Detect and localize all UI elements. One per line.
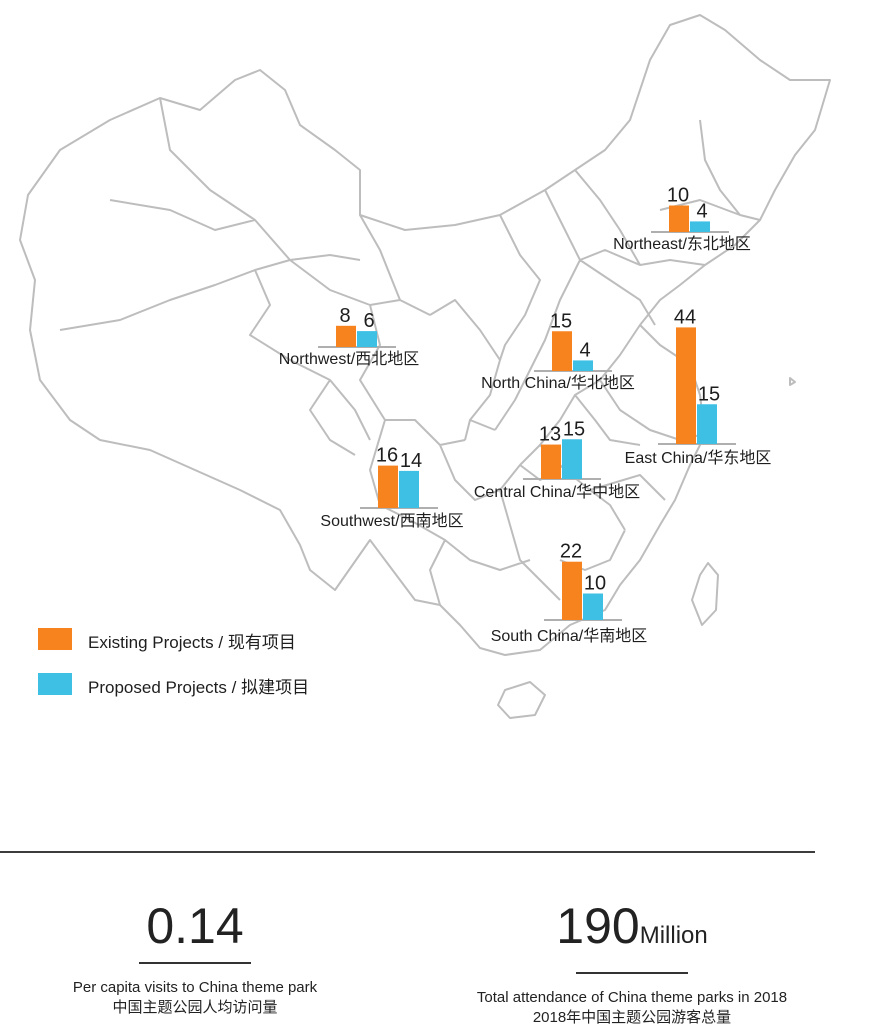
china-map: 10 4 Northeast/东北地区 8 6 Northwest/西北地区 15 4 Nort… <box>19 14 831 719</box>
stat-per-capita-caption-en: Per capita visits to China theme park <box>72 979 318 996</box>
map-outlines <box>19 14 831 719</box>
bar-group-0: 10 4 Northeast/东北地区 <box>613 185 751 254</box>
region-label: Northwest/西北地区 <box>279 350 419 368</box>
bar-value-label: 10 <box>667 185 689 207</box>
taiwan-outline <box>691 562 719 626</box>
bar-value-label: 4 <box>579 339 590 361</box>
bar-proposed <box>690 221 710 232</box>
stat-total-unit: Million <box>639 922 708 949</box>
bar-value-label: 4 <box>696 200 707 222</box>
bar-value-label: 8 <box>339 305 350 327</box>
bar-existing <box>562 561 582 620</box>
bar-proposed <box>583 593 603 620</box>
bar-value-label: 10 <box>584 573 606 595</box>
bar-group-3: 44 15 East China/华东地区 <box>625 306 772 467</box>
bar-existing <box>669 205 689 232</box>
stat-per-capita: 0.14 Per capita visits to China theme pa… <box>40 898 350 1018</box>
bar-group-4: 16 14 Southwest/西南地区 <box>320 445 463 530</box>
bar-existing <box>552 331 572 371</box>
bar-proposed <box>697 404 717 444</box>
section-divider <box>0 851 815 853</box>
china-outline <box>19 14 831 656</box>
legend-label-proposed: Proposed Projects / 拟建项目 <box>88 678 310 697</box>
legend-label-existing: Existing Projects / 现有项目 <box>88 633 296 652</box>
bar-value-label: 16 <box>376 445 398 467</box>
region-label: Central China/华中地区 <box>474 483 640 501</box>
region-label: East China/华东地区 <box>625 449 772 467</box>
bar-proposed <box>399 470 419 508</box>
stat-per-capita-rule <box>139 962 251 964</box>
bar-proposed <box>357 331 377 347</box>
bar-value-label: 22 <box>560 541 582 563</box>
legend-swatch-proposed <box>38 673 72 695</box>
bar-group-1: 8 6 Northwest/西北地区 <box>279 305 419 368</box>
bar-group-2: 15 4 North China/华北地区 <box>481 310 635 392</box>
region-label: Northeast/东北地区 <box>613 235 751 253</box>
region-label: Southwest/西南地区 <box>320 512 463 530</box>
bar-groups: 10 4 Northeast/东北地区 8 6 Northwest/西北地区 15 4 Nort… <box>279 185 772 646</box>
stat-total-rule <box>576 972 688 974</box>
stat-total-caption-cn: 2018年中国主题公园游客总量 <box>532 1009 732 1026</box>
stat-total-value: 190 <box>556 898 640 954</box>
stat-total-caption-en: Total attendance of China theme parks in… <box>476 989 788 1006</box>
bar-value-label: 15 <box>698 383 720 405</box>
stat-total-attendance: 190Million Total attendance of China the… <box>432 898 832 1028</box>
bar-group-5: 13 15 Central China/华中地区 <box>474 418 640 501</box>
bar-existing <box>378 465 398 508</box>
province-lines <box>59 97 761 606</box>
region-label: South China/华南地区 <box>491 627 648 645</box>
bar-value-label: 6 <box>363 310 374 332</box>
island-dot <box>789 377 796 386</box>
bar-value-label: 15 <box>550 310 572 332</box>
region-label: North China/华北地区 <box>481 374 635 392</box>
stat-per-capita-caption-cn: 中国主题公园人均访问量 <box>112 999 278 1016</box>
bar-value-label: 15 <box>563 418 585 440</box>
bar-proposed <box>573 360 593 371</box>
bar-existing <box>336 325 356 347</box>
stat-per-capita-value: 0.14 <box>146 898 244 954</box>
bar-value-label: 44 <box>674 306 696 328</box>
bar-proposed <box>562 439 582 479</box>
bar-value-label: 13 <box>539 424 561 446</box>
bar-existing <box>676 327 696 444</box>
legend-swatch-existing <box>38 628 72 650</box>
bar-existing <box>541 444 561 479</box>
hainan-outline <box>497 681 546 719</box>
bar-value-label: 14 <box>400 450 422 472</box>
stat-total-value-line: 190Million <box>432 898 832 964</box>
